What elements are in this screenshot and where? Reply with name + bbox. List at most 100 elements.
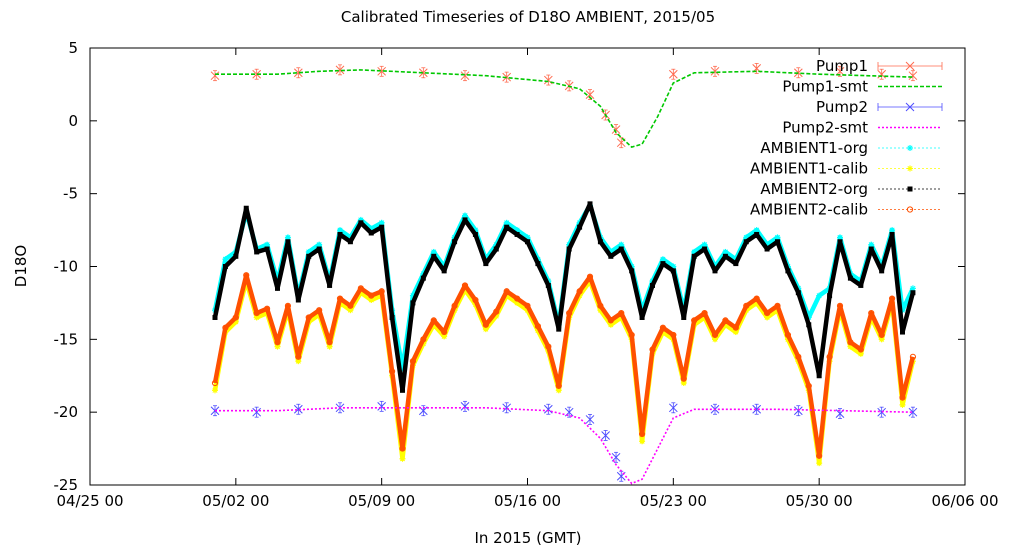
data-point: [472, 231, 478, 237]
data-point: [638, 430, 646, 438]
data-point: [680, 375, 687, 382]
y-tick-label: -5: [63, 185, 78, 203]
data-point: [210, 70, 220, 82]
x-tick-label: 04/25 00: [56, 492, 123, 510]
data-point: [337, 227, 343, 234]
data-point: [868, 310, 875, 317]
data-point: [618, 241, 625, 248]
data-point: [377, 400, 387, 412]
data-point: [441, 328, 448, 336]
x-tick-label: 05/09 00: [348, 492, 415, 510]
data-point: [535, 261, 541, 267]
legend-entry: AMBIENT1-calib: [750, 160, 942, 178]
data-point: [409, 358, 417, 365]
data-point: [524, 302, 531, 309]
data-point: [566, 310, 573, 317]
data-point: [639, 314, 645, 320]
data-point: [712, 268, 718, 274]
data-point: [336, 295, 344, 302]
data-point: [910, 290, 916, 296]
legend-marker: [906, 206, 914, 213]
data-point: [701, 310, 708, 317]
data-point: [847, 275, 853, 281]
y-tick-label: -25: [54, 476, 79, 494]
legend-label: AMBIENT1-calib: [750, 160, 868, 178]
data-point: [461, 282, 469, 289]
data-point: [452, 239, 458, 245]
data-point: [889, 231, 895, 237]
data-point: [764, 246, 770, 252]
data-point: [275, 285, 280, 291]
data-point: [585, 89, 595, 101]
y-tick-label: 0: [68, 112, 78, 130]
data-point: [555, 382, 562, 390]
data-point: [513, 295, 521, 302]
data-point: [212, 387, 218, 394]
data-point: [899, 394, 906, 401]
data-point: [795, 353, 802, 360]
data-point: [576, 288, 583, 295]
data-point: [232, 314, 239, 321]
data-point: [659, 256, 666, 263]
data-point: [555, 387, 562, 394]
x-tick-label: 05/16 00: [494, 492, 561, 510]
data-point: [785, 268, 791, 274]
data-point: [668, 402, 678, 414]
data-point: [743, 239, 749, 245]
data-point: [493, 308, 500, 315]
data-point: [534, 323, 542, 330]
legend-label: Pump2-smt: [782, 119, 868, 137]
series-pump1: [210, 62, 918, 149]
data-point: [710, 65, 720, 77]
data-point: [357, 285, 364, 292]
data-point: [337, 231, 343, 237]
data-point: [451, 302, 458, 309]
data-point: [909, 353, 917, 360]
legend-label: Pump1-smt: [782, 78, 868, 96]
data-point: [660, 261, 666, 267]
data-point: [347, 239, 353, 245]
data-point: [795, 290, 801, 296]
data-point: [400, 387, 405, 393]
plot-area: [210, 62, 918, 485]
data-point: [305, 314, 312, 321]
legend-marker: [907, 186, 913, 192]
data-point: [222, 264, 228, 269]
data-point: [585, 414, 595, 425]
data-point: [504, 224, 510, 230]
y-axis-label: D18O: [12, 245, 30, 287]
data-point: [763, 310, 771, 317]
data-point: [681, 314, 687, 320]
data-point: [493, 246, 499, 252]
data-point: [868, 241, 875, 248]
data-point: [608, 253, 614, 259]
legend-label: AMBIENT1-org: [760, 139, 868, 157]
data-point: [545, 343, 552, 350]
legend-entry: AMBIENT2-org: [760, 180, 942, 198]
data-point: [597, 239, 603, 245]
data-point: [368, 230, 374, 236]
data-point: [827, 293, 833, 299]
data-point: [483, 261, 489, 267]
data-point: [691, 317, 698, 324]
data-point: [837, 239, 843, 245]
data-point: [908, 406, 918, 418]
data-point: [212, 314, 218, 320]
data-point: [784, 331, 792, 339]
data-point: [306, 253, 312, 259]
data-point: [420, 336, 427, 343]
data-point: [460, 400, 470, 412]
data-point: [649, 346, 656, 353]
data-point: [254, 249, 260, 255]
data-point: [587, 201, 593, 207]
legend-label: Pump2: [816, 98, 868, 116]
data-point: [764, 314, 771, 321]
data-point: [274, 343, 281, 350]
data-point: [793, 405, 803, 417]
data-point: [691, 253, 697, 259]
data-point: [618, 246, 624, 252]
plot-frame: [89, 47, 966, 486]
legend-marker: [907, 165, 913, 172]
data-point: [420, 275, 426, 281]
data-point: [577, 224, 583, 230]
